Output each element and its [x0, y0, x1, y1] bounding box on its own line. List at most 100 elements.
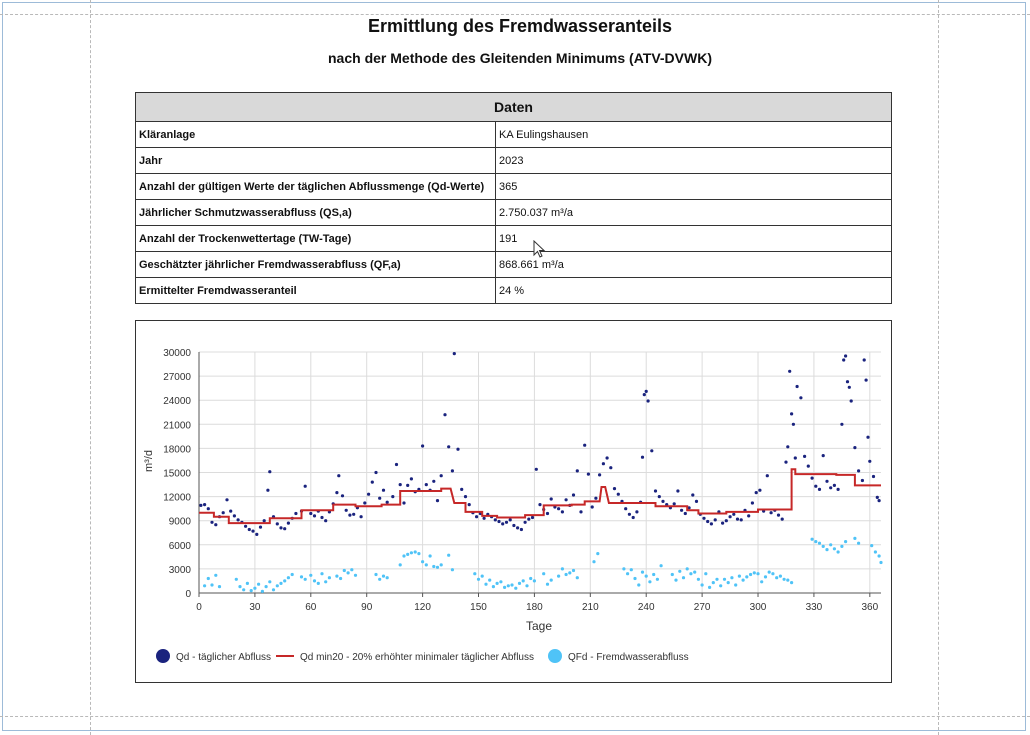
point-qd — [203, 503, 207, 507]
point-qd — [644, 389, 648, 393]
point-qd — [806, 464, 810, 468]
point-qfd — [521, 579, 525, 583]
point-qfd — [557, 574, 561, 578]
point-qfd — [873, 550, 878, 554]
point-qfd — [596, 552, 600, 556]
point-qfd — [413, 550, 417, 554]
x-tick-label: 30 — [249, 602, 261, 613]
table-row: Jahr 2023 — [135, 147, 892, 174]
point-qd — [758, 488, 762, 492]
point-qd — [247, 527, 251, 532]
point-qd — [724, 519, 728, 523]
point-qd — [721, 521, 725, 525]
point-qd — [769, 511, 773, 515]
point-qd — [359, 515, 363, 519]
point-qd — [402, 501, 406, 505]
y-tick-label: 6000 — [169, 541, 192, 552]
point-qfd — [275, 584, 279, 588]
point-qd — [199, 503, 203, 507]
point-qd — [790, 412, 794, 416]
page-margin-left — [90, 0, 91, 735]
point-qd — [370, 480, 374, 484]
point-qd — [268, 470, 272, 474]
point-qd — [344, 508, 348, 512]
point-qd — [609, 466, 613, 470]
mouse-cursor-icon — [533, 240, 546, 258]
point-qd — [391, 495, 395, 499]
point-qfd — [877, 554, 881, 558]
row-label: Jährlicher Schmutzwasserabfluss (QS,a) — [135, 199, 496, 226]
point-qfd — [571, 568, 576, 573]
point-qd — [467, 503, 471, 507]
point-qd — [374, 470, 378, 475]
point-qd — [348, 513, 352, 517]
point-qd — [871, 474, 876, 479]
chart-marks — [199, 352, 883, 593]
point-qfd — [870, 544, 874, 548]
point-qfd — [234, 577, 238, 581]
point-qd — [788, 369, 792, 373]
point-qfd — [730, 576, 734, 580]
point-qfd — [715, 577, 719, 581]
point-qd — [516, 526, 520, 530]
point-qfd — [290, 572, 294, 577]
point-qd — [367, 492, 371, 496]
point-qfd — [640, 570, 645, 574]
point-qfd — [484, 582, 488, 586]
point-qd — [832, 483, 837, 487]
legend-entry-qd-min20: Qd min20 - 20% erhöhter minimaler täglic… — [276, 652, 534, 663]
point-qd — [463, 495, 468, 499]
point-qfd — [681, 576, 686, 580]
x-tick-label: 360 — [861, 602, 878, 613]
point-qd — [534, 467, 538, 471]
point-qd — [868, 459, 872, 463]
x-tick-label: 60 — [305, 602, 317, 613]
point-qfd — [622, 567, 626, 571]
point-qfd — [778, 574, 783, 578]
point-qfd — [693, 570, 697, 574]
point-qd — [214, 523, 218, 527]
point-qd — [421, 444, 425, 448]
point-qd — [825, 479, 829, 483]
point-qfd — [260, 589, 264, 593]
point-qd — [571, 493, 576, 497]
x-tick-label: 270 — [694, 602, 711, 613]
point-qd — [501, 522, 505, 526]
point-qd — [508, 518, 512, 522]
point-qfd — [257, 582, 261, 586]
point-qfd — [214, 573, 218, 577]
point-qd — [661, 499, 665, 503]
point-qfd — [648, 580, 652, 584]
point-qfd — [633, 576, 637, 581]
point-qd — [424, 483, 428, 487]
point-qd — [601, 462, 605, 466]
point-qd — [579, 510, 583, 514]
point-qd — [784, 460, 788, 464]
point-qfd — [428, 554, 432, 558]
point-qfd — [206, 576, 210, 581]
point-qd — [523, 520, 527, 524]
point-qfd — [726, 581, 730, 585]
point-qd — [590, 505, 594, 509]
point-qd — [635, 510, 639, 514]
point-qfd — [253, 586, 257, 590]
x-tick-label: 90 — [361, 602, 373, 613]
point-qd — [482, 516, 486, 520]
point-qfd — [844, 540, 848, 544]
point-qfd — [346, 571, 350, 575]
point-qfd — [245, 581, 249, 585]
point-qfd — [320, 572, 324, 576]
point-qfd — [303, 577, 307, 581]
point-qd — [672, 502, 676, 506]
point-qd — [337, 474, 341, 478]
point-qfd — [708, 585, 712, 589]
point-qd — [853, 446, 857, 450]
point-qd — [791, 422, 796, 426]
point-qfd — [517, 581, 522, 585]
point-qd — [320, 515, 324, 520]
point-qd — [862, 358, 866, 362]
point-qfd — [279, 581, 283, 585]
point-qfd — [560, 567, 564, 571]
point-qfd — [203, 584, 207, 588]
point-qfd — [316, 581, 320, 585]
